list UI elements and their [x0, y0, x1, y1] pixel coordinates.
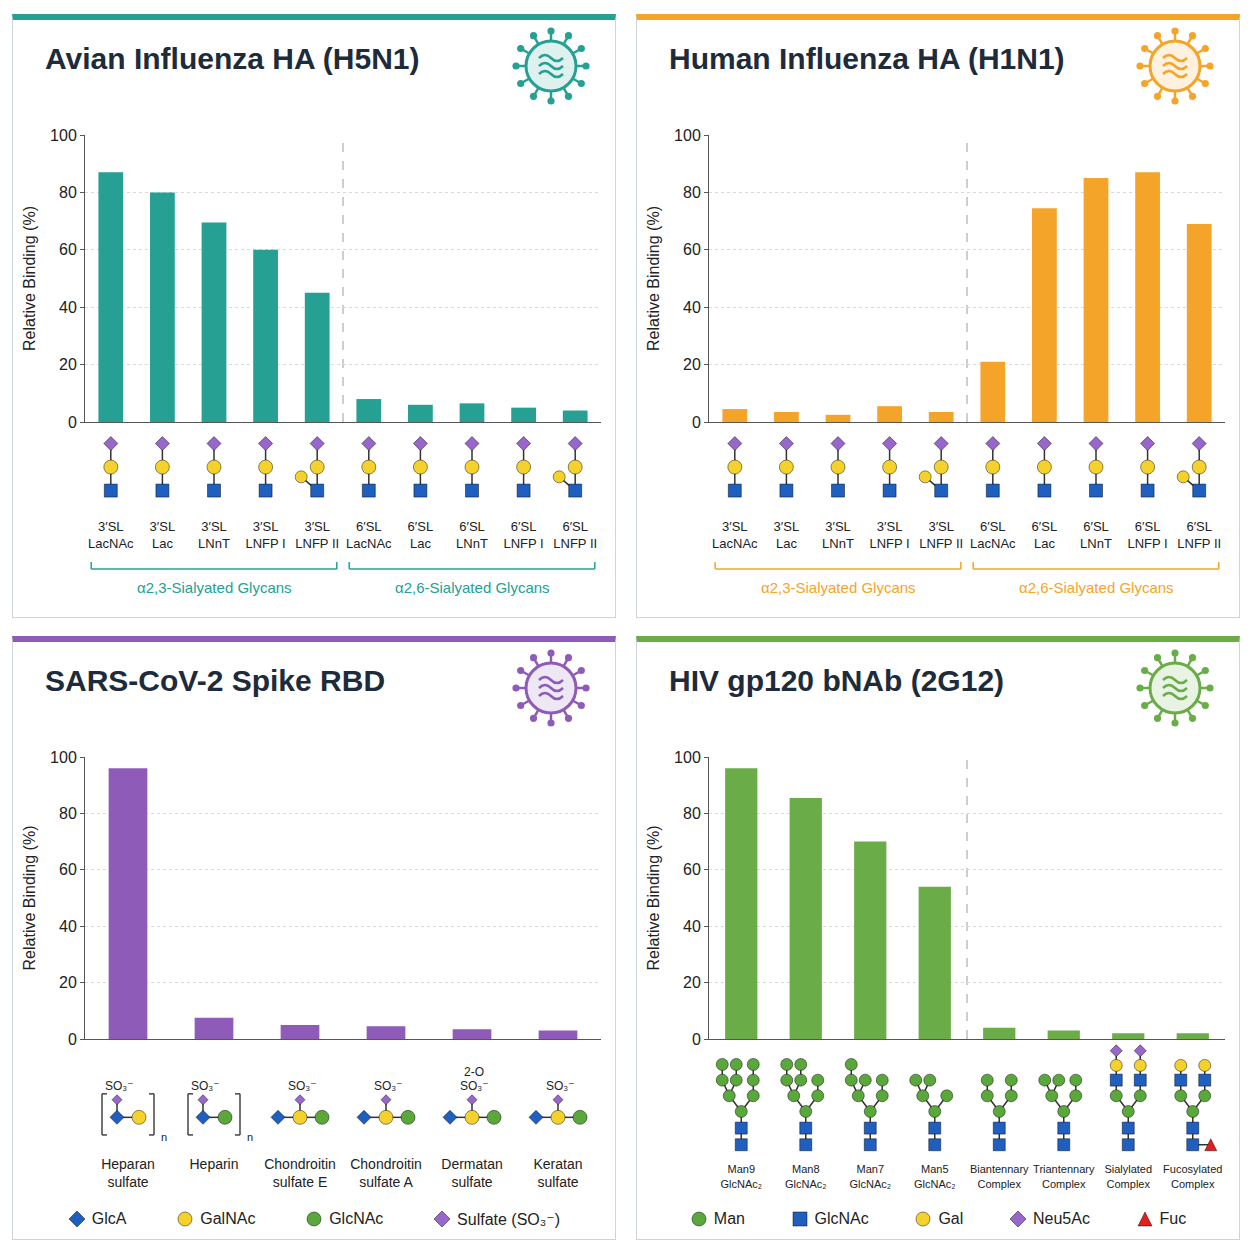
- svg-text:20: 20: [59, 356, 77, 373]
- svg-text:6′SLLac: 6′SLLac: [408, 519, 434, 551]
- svg-text:6′SLLacNAc: 6′SLLacNAc: [346, 519, 392, 551]
- svg-text:3′SLLac: 3′SLLac: [150, 519, 176, 551]
- svg-text:SialylatedComplex: SialylatedComplex: [1104, 1163, 1152, 1189]
- svg-text:6′SLLNnT: 6′SLLNnT: [1080, 519, 1112, 551]
- html-text:GalNAc: GalNAc: [200, 1210, 256, 1227]
- svg-text:60: 60: [683, 861, 701, 878]
- html-text:GlcNAc: GlcNAc: [329, 1210, 384, 1227]
- svg-text:Chondroitinsulfate E: Chondroitinsulfate E: [264, 1156, 336, 1190]
- svg-text:3′SLLNFP II: 3′SLLNFP II: [919, 519, 963, 551]
- svg-text:Relative Binding (%): Relative Binding (%): [645, 206, 662, 351]
- svg-text:80: 80: [683, 184, 701, 201]
- html-text:SARS-CoV-2 Spike RBD: SARS-CoV-2 Spike RBD: [45, 664, 386, 697]
- svg-text:6′SLLNnT: 6′SLLNnT: [456, 519, 488, 551]
- svg-text:SO₃⁻: SO₃⁻: [191, 1079, 220, 1093]
- svg-text:60: 60: [59, 861, 77, 878]
- svg-text:6′SLLNFP I: 6′SLLNFP I: [503, 519, 543, 551]
- html-text:GlcA: GlcA: [91, 1210, 127, 1227]
- svg-text:6′SLLNFP I: 6′SLLNFP I: [1127, 519, 1167, 551]
- svg-text:SO₃⁻: SO₃⁻: [374, 1079, 403, 1093]
- svg-text:Man7GlcNAc₂: Man7GlcNAc₂: [849, 1163, 891, 1189]
- svg-text:SO₃⁻: SO₃⁻: [460, 1079, 489, 1093]
- svg-text:SO₃⁻: SO₃⁻: [288, 1079, 317, 1093]
- html-text:Sulfate (SO₃⁻): Sulfate (SO₃⁻): [457, 1210, 561, 1228]
- svg-text:Man9GlcNAc₂: Man9GlcNAc₂: [720, 1163, 762, 1189]
- svg-text:Relative Binding (%): Relative Binding (%): [21, 206, 38, 351]
- svg-text:Man8GlcNAc₂: Man8GlcNAc₂: [785, 1163, 827, 1189]
- svg-text:40: 40: [59, 299, 77, 316]
- svg-text:TriantennaryComplex: TriantennaryComplex: [1033, 1163, 1095, 1189]
- svg-text:100: 100: [674, 749, 701, 766]
- svg-text:0: 0: [68, 1031, 77, 1048]
- svg-text:Man5GlcNAc₂: Man5GlcNAc₂: [914, 1163, 956, 1189]
- svg-text:3′SLLacNAc: 3′SLLacNAc: [88, 519, 134, 551]
- svg-text:60: 60: [683, 241, 701, 258]
- svg-text:n: n: [247, 1131, 253, 1143]
- svg-text:Keratansulfate: Keratansulfate: [533, 1156, 582, 1190]
- html-text:Man: Man: [713, 1210, 745, 1227]
- svg-text:Relative Binding (%): Relative Binding (%): [645, 826, 662, 971]
- svg-text:α2,3-Sialyated Glycans: α2,3-Sialyated Glycans: [761, 579, 916, 596]
- svg-text:40: 40: [59, 918, 77, 935]
- svg-text:6′SLLNFP II: 6′SLLNFP II: [553, 519, 597, 551]
- svg-text:80: 80: [59, 805, 77, 822]
- html-text:Neu5Ac: Neu5Ac: [1033, 1210, 1090, 1227]
- svg-text:20: 20: [683, 356, 701, 373]
- svg-text:0: 0: [692, 1031, 701, 1048]
- svg-text:Heparin: Heparin: [189, 1156, 238, 1172]
- svg-text:20: 20: [59, 974, 77, 991]
- svg-text:SO₃⁻: SO₃⁻: [105, 1079, 134, 1093]
- svg-text:60: 60: [59, 241, 77, 258]
- svg-text:80: 80: [683, 805, 701, 822]
- svg-text:α2,3-Sialyated Glycans: α2,3-Sialyated Glycans: [137, 579, 292, 596]
- svg-text:Chondroitinsulfate A: Chondroitinsulfate A: [350, 1156, 422, 1190]
- svg-text:100: 100: [50, 749, 77, 766]
- html-text:Human Influenza HA (H1N1): Human Influenza HA (H1N1): [669, 42, 1065, 75]
- svg-text:100: 100: [50, 127, 77, 144]
- svg-text:3′SLLacNAc: 3′SLLacNAc: [712, 519, 758, 551]
- svg-text:Heparansulfate: Heparansulfate: [101, 1156, 155, 1190]
- svg-text:40: 40: [683, 918, 701, 935]
- svg-text:3′SLLac: 3′SLLac: [774, 519, 800, 551]
- html-text:GlcNAc: GlcNAc: [814, 1210, 869, 1227]
- svg-text:Dermatansulfate: Dermatansulfate: [441, 1156, 502, 1190]
- svg-text:2-O: 2-O: [464, 1065, 484, 1079]
- svg-text:BiantennaryComplex: BiantennaryComplex: [970, 1163, 1029, 1189]
- svg-text:20: 20: [683, 974, 701, 991]
- html-text:Fuc: Fuc: [1159, 1210, 1187, 1227]
- svg-text:3′SLLNFP II: 3′SLLNFP II: [295, 519, 339, 551]
- svg-text:3′SLLNnT: 3′SLLNnT: [822, 519, 854, 551]
- svg-text:0: 0: [692, 414, 701, 431]
- svg-text:3′SLLNFP I: 3′SLLNFP I: [869, 519, 909, 551]
- svg-text:α2,6-Sialyated Glycans: α2,6-Sialyated Glycans: [1019, 579, 1174, 596]
- svg-text:n: n: [161, 1131, 167, 1143]
- svg-text:α2,6-Sialyated Glycans: α2,6-Sialyated Glycans: [395, 579, 550, 596]
- svg-text:SO₃⁻: SO₃⁻: [546, 1079, 575, 1093]
- svg-text:40: 40: [683, 299, 701, 316]
- svg-text:Relative Binding (%): Relative Binding (%): [21, 826, 38, 971]
- svg-text:0: 0: [68, 414, 77, 431]
- html-text:Gal: Gal: [938, 1210, 964, 1227]
- svg-text:6′SLLacNAc: 6′SLLacNAc: [970, 519, 1016, 551]
- svg-text:FucosylatedComplex: FucosylatedComplex: [1163, 1163, 1222, 1189]
- html-text:Avian Influenza HA (H5N1): Avian Influenza HA (H5N1): [45, 42, 420, 75]
- svg-text:6′SLLNFP II: 6′SLLNFP II: [1177, 519, 1221, 551]
- svg-text:3′SLLNFP I: 3′SLLNFP I: [245, 519, 285, 551]
- html-text:HIV gp120 bNAb (2G12): HIV gp120 bNAb (2G12): [669, 664, 1005, 697]
- svg-text:80: 80: [59, 184, 77, 201]
- svg-text:100: 100: [674, 127, 701, 144]
- svg-text:3′SLLNnT: 3′SLLNnT: [198, 519, 230, 551]
- svg-text:6′SLLac: 6′SLLac: [1032, 519, 1058, 551]
